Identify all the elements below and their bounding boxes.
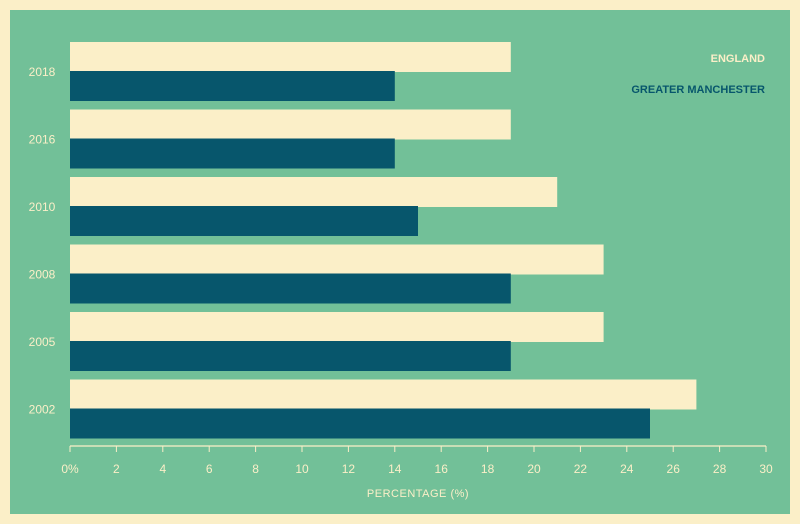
x-tick-label: 10 [295, 462, 309, 476]
x-tick-label: 14 [388, 462, 402, 476]
bar-greater-manchester-2008 [70, 273, 511, 304]
x-tick-labels: 0% 2 4 6 8 10 12 14 16 18 20 22 24 26 28 30 [61, 462, 773, 476]
x-axis [69, 445, 767, 452]
category-label-2018: 2018 [29, 65, 56, 79]
bar-england-2016 [70, 109, 511, 140]
category-label-2005: 2005 [29, 335, 56, 349]
bar-england-2010 [70, 177, 558, 207]
bar-greater-manchester-2005 [70, 341, 511, 371]
category-label-2002: 2002 [29, 403, 56, 417]
bars-group [70, 42, 697, 439]
x-tick-label: 8 [252, 462, 259, 476]
x-tick-label: 18 [481, 462, 495, 476]
bar-greater-manchester-2018 [70, 71, 395, 101]
bar-england-2005 [70, 312, 604, 342]
legend: ENGLAND GREATER MANCHESTER [631, 53, 765, 96]
legend-item-greater-manchester: GREATER MANCHESTER [631, 84, 765, 96]
category-label-2008: 2008 [29, 268, 56, 282]
x-tick-label: 0% [61, 462, 79, 476]
x-tick-label: 16 [435, 462, 449, 476]
category-label-2016: 2016 [29, 133, 56, 147]
bar-greater-manchester-2002 [70, 408, 650, 439]
x-tick-label: 2 [113, 462, 120, 476]
bar-greater-manchester-2010 [70, 206, 418, 236]
legend-item-england: ENGLAND [711, 53, 765, 65]
category-labels: 2018 2016 2010 2008 2005 2002 [29, 65, 56, 417]
category-label-2010: 2010 [29, 200, 56, 214]
x-tick-label: 26 [667, 462, 681, 476]
x-tick-label: 4 [159, 462, 166, 476]
bar-england-2002 [70, 379, 697, 410]
x-tick-label: 6 [206, 462, 213, 476]
x-axis-title: PERCENTAGE (%) [367, 488, 469, 500]
x-tick-label: 22 [574, 462, 588, 476]
bar-greater-manchester-2016 [70, 138, 395, 169]
x-tick-label: 24 [620, 462, 634, 476]
x-tick-label: 12 [342, 462, 356, 476]
x-tick-label: 28 [713, 462, 727, 476]
x-tick-label: 20 [527, 462, 541, 476]
x-tick-label: 30 [759, 462, 773, 476]
bar-england-2018 [70, 42, 511, 72]
bar-england-2008 [70, 244, 604, 275]
